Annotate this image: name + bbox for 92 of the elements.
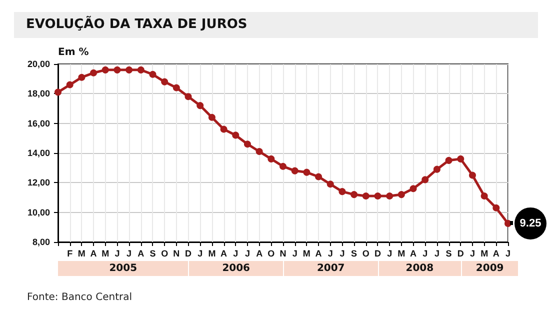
x-tick-label: J [422,248,428,258]
x-tick-label: N [280,248,286,258]
point [386,192,394,200]
point [280,162,286,170]
point [244,140,251,148]
point [422,176,429,184]
x-tick-label: J [505,248,511,258]
point [468,172,476,179]
point [126,66,133,74]
point [433,166,440,173]
x-tick-label: S [150,248,156,258]
x-tick-label: O [362,248,370,258]
y-tick-label: 16,00 [27,118,50,128]
point [137,66,144,74]
point [410,185,417,192]
point [208,114,216,121]
point [374,192,382,200]
point [66,81,74,88]
point [172,84,180,92]
x-tick-label: A [256,248,264,258]
point [54,88,62,96]
x-tick-label: S [351,248,358,258]
x-tick-label: A [90,248,98,258]
point [220,126,228,133]
x-tick-label: A [410,248,418,258]
y-tick-label: 20,00 [27,59,50,69]
x-tick-label: J [114,248,120,258]
x-tick-label: M [480,248,488,258]
point [480,192,488,200]
x-tick-label: O [268,248,275,258]
point [350,191,358,198]
text: 2005 [58,261,188,276]
y-tick-label: 18,00 [27,88,50,99]
x-tick-label: J [387,248,392,258]
point [184,93,192,100]
point [149,70,156,78]
x-tick-label: N [173,248,180,258]
point [457,155,464,162]
text: 2007 [284,261,378,276]
chart-title: EVOLUÇÃO DA TAXA DE JUROS [14,12,538,38]
x-tick-label: J [434,248,440,258]
point [445,156,452,164]
point [362,192,370,200]
point [102,66,109,74]
x-tick-label: M [78,248,86,258]
x-tick-label: D [374,248,382,258]
point [303,168,310,176]
point [268,155,275,162]
x-tick-label: A [220,248,228,258]
point [114,66,121,74]
x-tick-label: A [138,248,145,258]
x-tick-label: D [185,248,192,258]
point [90,69,98,76]
point [161,78,168,86]
x-tick-label: J [292,248,298,258]
y-tick-label: 14,00 [27,148,50,158]
x-tick-label: M [208,248,216,258]
x-tick-label: J [126,248,132,258]
point [256,148,263,156]
point [232,132,240,139]
text: 2008 [378,261,461,276]
point [326,180,334,188]
y-tick-label: 12,00 [27,178,50,188]
x-tick-label: O [161,248,168,258]
x-tick-label: M [302,248,310,258]
x-tick-label: J [470,248,475,258]
source-note: Fonte: Banco Central [27,292,132,303]
text: 2009 [462,261,518,276]
point [291,167,298,174]
x-tick-label: A [315,248,322,258]
x-tick-label: S [446,248,452,258]
x-tick-label: F [67,248,74,258]
point [398,191,405,198]
point [196,102,204,110]
point [492,204,500,212]
x-tick-label: J [340,248,345,258]
y-axis-title: Em % [58,47,89,58]
x-tick-label: M [102,248,110,258]
x-tick-label: A [492,248,500,258]
x-tick-label: J [233,248,238,258]
data-label: 9.25 [520,217,542,230]
text: 2006 [189,261,283,276]
point [78,74,86,81]
y-tick-label: 10,00 [27,207,50,218]
y-tick-label: 8,00 [32,237,50,247]
x-tick-label: M [398,248,406,258]
x-tick-label: J [198,248,203,258]
point [338,188,346,196]
x-tick-label: J [244,248,250,258]
point [315,173,322,180]
x-tick-label: J [328,248,333,258]
x-tick-label: D [457,248,464,258]
